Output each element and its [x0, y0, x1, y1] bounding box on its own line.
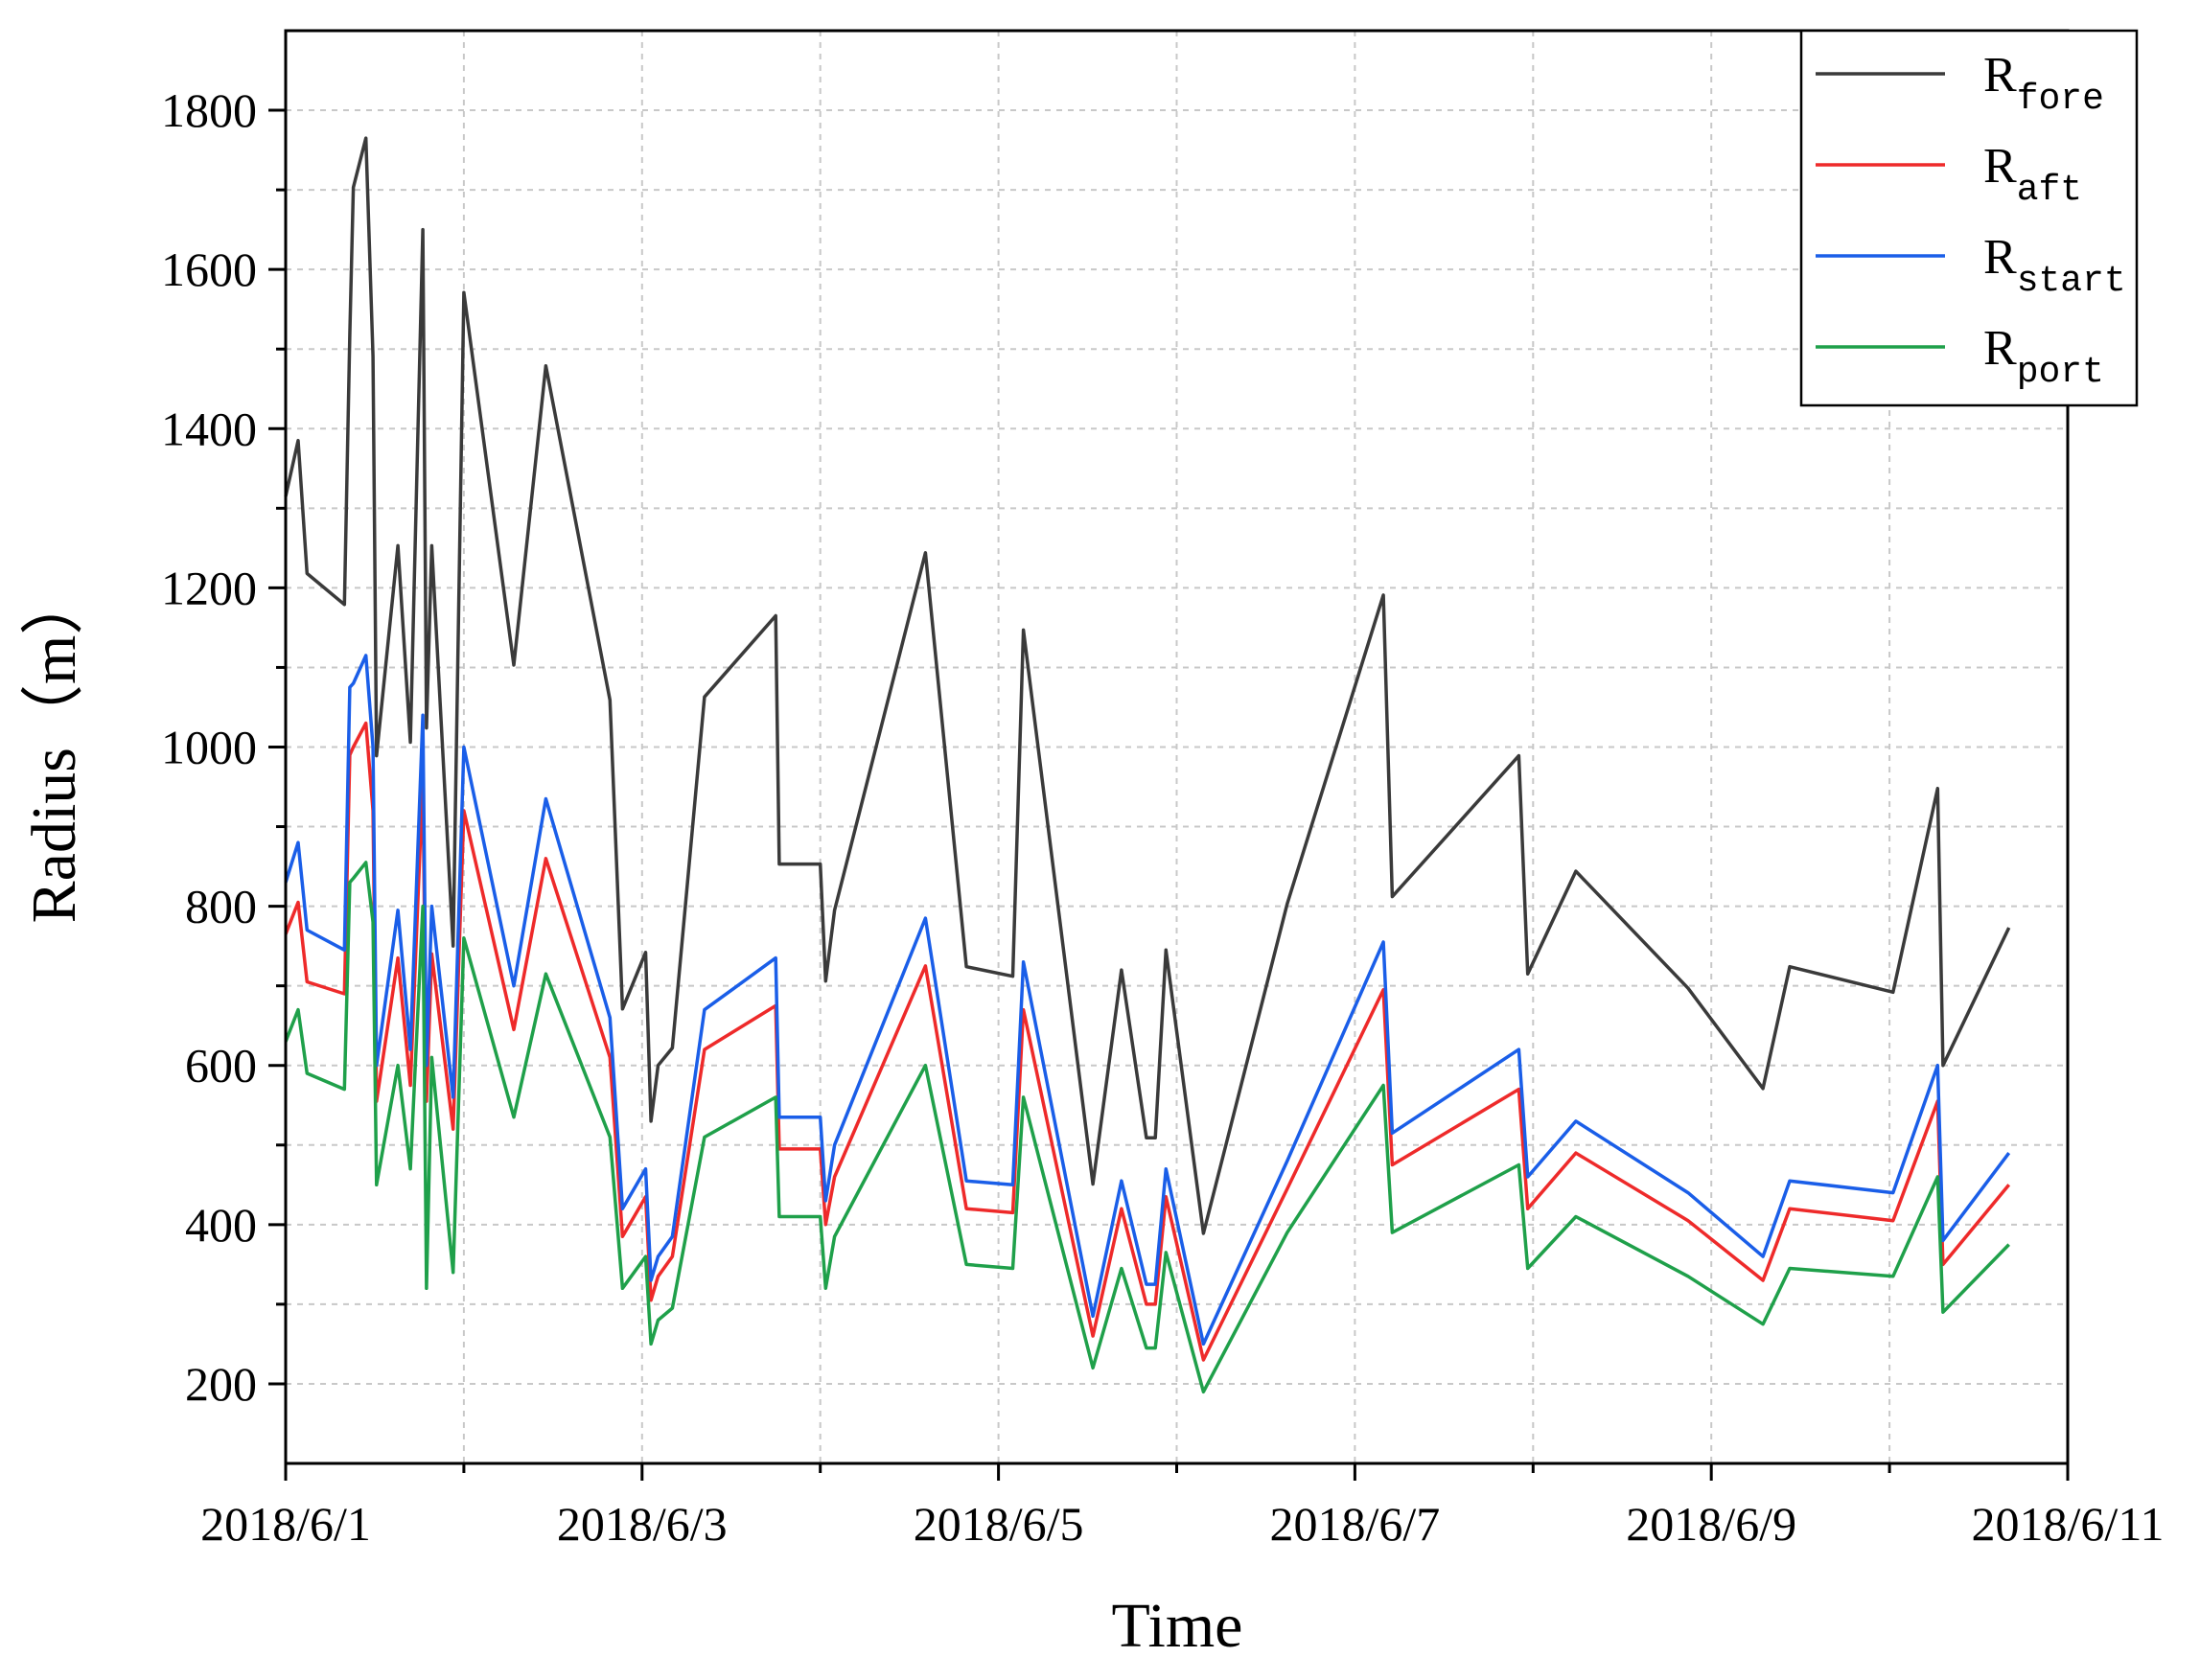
x-axis-label: Time [1112, 1591, 1243, 1661]
x-tick-label: 2018/6/11 [1972, 1497, 2165, 1551]
y-tick-label: 1200 [161, 561, 257, 614]
y-tick-label: 1400 [161, 402, 257, 455]
legend-label: Raft [1983, 139, 2082, 211]
x-tick-label: 2018/6/5 [914, 1497, 1084, 1551]
y-tick-label: 400 [185, 1198, 257, 1252]
y-tick-label: 1600 [161, 242, 257, 296]
legend-label: Rstart [1983, 230, 2126, 302]
x-tick-label: 2018/6/3 [557, 1497, 728, 1551]
series-line [284, 654, 2011, 1346]
y-tick-label: 600 [185, 1039, 257, 1093]
y-tick-label: 1800 [161, 83, 257, 137]
legend-label: Rport [1983, 321, 2104, 393]
legend-label: Rfore [1983, 48, 2104, 120]
series-line [284, 136, 2011, 1235]
y-tick-label: 800 [185, 880, 257, 933]
series-line [284, 721, 2011, 1362]
legend-box [1799, 29, 2139, 407]
y-tick-label: 1000 [161, 721, 257, 774]
y-axis-label: Radius（m） [19, 572, 89, 924]
series-line [284, 861, 2010, 1394]
x-tick-label: 2018/6/1 [200, 1497, 371, 1551]
y-tick-label: 200 [185, 1357, 257, 1411]
x-tick-label: 2018/6/7 [1270, 1497, 1441, 1551]
x-tick-label: 2018/6/9 [1626, 1497, 1796, 1551]
